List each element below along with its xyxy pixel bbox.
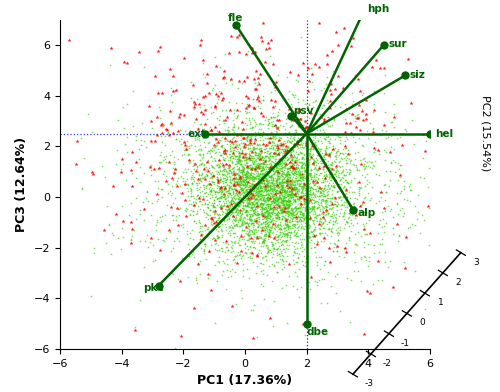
Text: psv: psv xyxy=(293,106,313,116)
Text: -3: -3 xyxy=(364,379,373,388)
Text: pkc: pkc xyxy=(144,283,164,293)
Text: dbe: dbe xyxy=(306,327,329,338)
Text: -2: -2 xyxy=(382,359,391,368)
Text: 3: 3 xyxy=(474,258,480,267)
Text: hel: hel xyxy=(434,129,453,139)
Text: 0: 0 xyxy=(420,318,426,327)
Text: fle: fle xyxy=(228,13,244,24)
Text: 2: 2 xyxy=(456,278,462,287)
Text: sur: sur xyxy=(388,39,407,49)
Text: PC2 (15.54%): PC2 (15.54%) xyxy=(480,96,490,172)
Text: hph: hph xyxy=(367,4,389,15)
Text: -1: -1 xyxy=(400,339,409,348)
Y-axis label: PC3 (12.64%): PC3 (12.64%) xyxy=(15,137,28,232)
Text: 1: 1 xyxy=(438,298,444,307)
Text: siz: siz xyxy=(410,70,426,80)
Text: alp: alp xyxy=(358,209,376,218)
X-axis label: PC1 (17.36%): PC1 (17.36%) xyxy=(198,374,292,387)
Text: ext: ext xyxy=(188,129,207,139)
